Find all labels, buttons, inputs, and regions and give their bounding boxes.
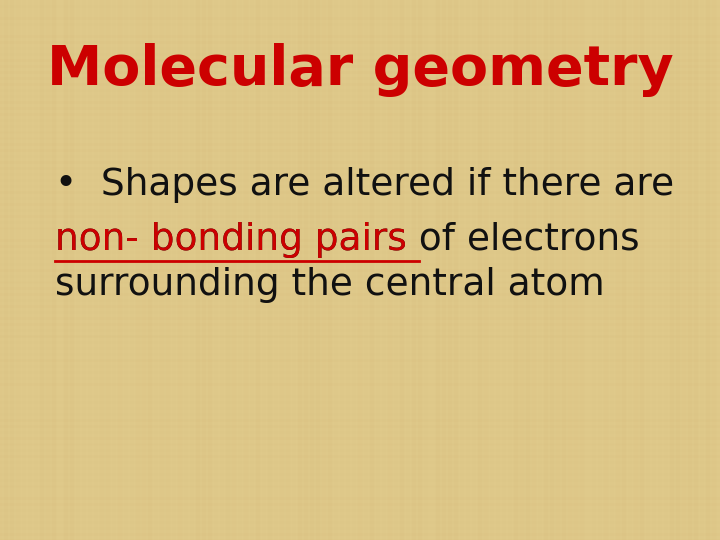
Text: Molecular geometry: Molecular geometry (47, 43, 673, 97)
Text: non- bonding pairs: non- bonding pairs (55, 222, 419, 258)
Text: surrounding the central atom: surrounding the central atom (55, 267, 605, 303)
Text: non- bonding pairs of electrons: non- bonding pairs of electrons (55, 222, 639, 258)
Text: •  Shapes are altered if there are: • Shapes are altered if there are (55, 167, 674, 203)
